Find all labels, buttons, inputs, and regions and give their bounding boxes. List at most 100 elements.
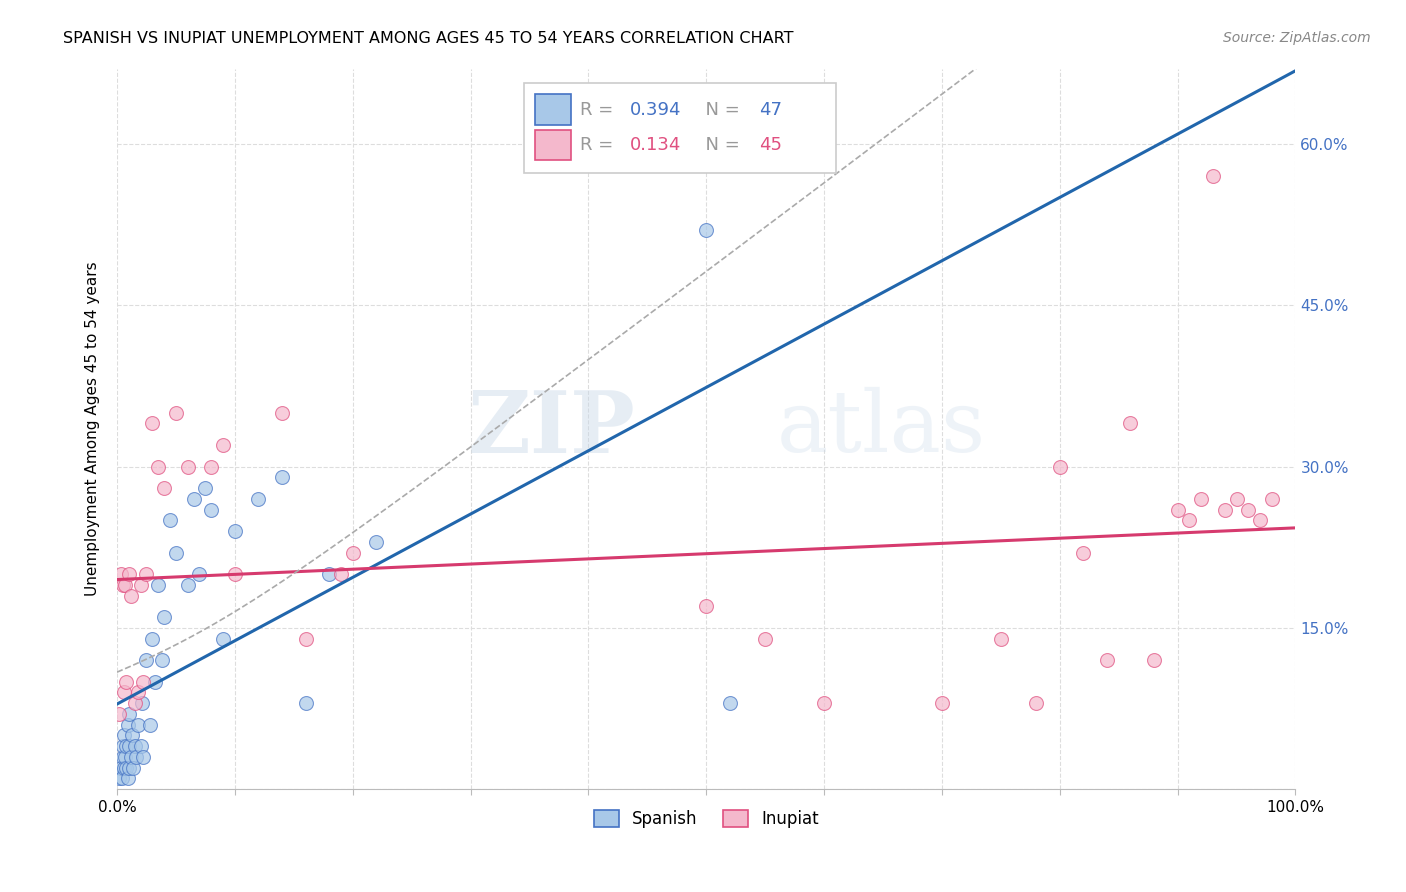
Point bbox=[813, 696, 835, 710]
Point bbox=[194, 481, 217, 495]
Point bbox=[115, 674, 138, 689]
Point bbox=[114, 578, 136, 592]
Point bbox=[212, 632, 235, 646]
Point bbox=[110, 567, 132, 582]
Point bbox=[127, 717, 149, 731]
Point bbox=[1189, 491, 1212, 506]
Text: 45: 45 bbox=[759, 136, 782, 154]
Text: SPANISH VS INUPIAT UNEMPLOYMENT AMONG AGES 45 TO 54 YEARS CORRELATION CHART: SPANISH VS INUPIAT UNEMPLOYMENT AMONG AG… bbox=[63, 31, 794, 46]
Text: 0.394: 0.394 bbox=[630, 101, 681, 119]
Point bbox=[1167, 502, 1189, 516]
Point bbox=[695, 223, 717, 237]
Point bbox=[115, 761, 138, 775]
Point bbox=[120, 589, 142, 603]
Point bbox=[118, 567, 141, 582]
Point bbox=[1261, 491, 1284, 506]
Point bbox=[1049, 459, 1071, 474]
Point bbox=[990, 632, 1012, 646]
Point bbox=[153, 610, 176, 624]
Point bbox=[112, 728, 135, 742]
Point bbox=[150, 653, 173, 667]
Point bbox=[122, 761, 145, 775]
Point bbox=[132, 750, 155, 764]
Point bbox=[366, 534, 388, 549]
Point bbox=[165, 545, 187, 559]
Point bbox=[135, 653, 157, 667]
Point bbox=[117, 717, 139, 731]
Point bbox=[108, 706, 131, 721]
Point bbox=[200, 459, 222, 474]
Bar bbox=[536, 129, 571, 160]
Text: N =: N = bbox=[695, 101, 747, 119]
Point bbox=[1202, 169, 1225, 183]
Point bbox=[695, 599, 717, 614]
Point bbox=[294, 632, 316, 646]
Point bbox=[129, 578, 152, 592]
Point bbox=[139, 717, 162, 731]
Text: ZIP: ZIP bbox=[468, 387, 636, 471]
Point bbox=[129, 739, 152, 754]
Point bbox=[110, 761, 132, 775]
Point bbox=[718, 696, 741, 710]
Point bbox=[1225, 491, 1247, 506]
Point bbox=[247, 491, 270, 506]
Point bbox=[176, 578, 198, 592]
Point bbox=[754, 632, 776, 646]
Point bbox=[114, 750, 136, 764]
Point bbox=[212, 438, 235, 452]
Point bbox=[118, 761, 141, 775]
Text: 0.134: 0.134 bbox=[630, 136, 681, 154]
Bar bbox=[536, 95, 571, 125]
FancyBboxPatch shape bbox=[523, 83, 835, 173]
Point bbox=[1213, 502, 1236, 516]
Point bbox=[108, 772, 131, 786]
Point bbox=[153, 481, 176, 495]
Legend: Spanish, Inupiat: Spanish, Inupiat bbox=[588, 804, 825, 835]
Point bbox=[120, 750, 142, 764]
Point bbox=[117, 772, 139, 786]
Point bbox=[1249, 513, 1271, 527]
Point bbox=[111, 739, 134, 754]
Point bbox=[115, 739, 138, 754]
Point bbox=[132, 674, 155, 689]
Point bbox=[121, 728, 143, 742]
Point bbox=[1025, 696, 1047, 710]
Point bbox=[200, 502, 222, 516]
Text: N =: N = bbox=[695, 136, 747, 154]
Point bbox=[329, 567, 352, 582]
Y-axis label: Unemployment Among Ages 45 to 54 years: Unemployment Among Ages 45 to 54 years bbox=[86, 261, 100, 596]
Text: R =: R = bbox=[581, 136, 619, 154]
Point bbox=[111, 750, 134, 764]
Text: R =: R = bbox=[581, 101, 619, 119]
Point bbox=[111, 772, 134, 786]
Point bbox=[1073, 545, 1095, 559]
Point bbox=[318, 567, 340, 582]
Point bbox=[124, 739, 146, 754]
Point bbox=[148, 578, 170, 592]
Point bbox=[1178, 513, 1201, 527]
Point bbox=[294, 696, 316, 710]
Point bbox=[224, 567, 246, 582]
Point bbox=[135, 567, 157, 582]
Point bbox=[112, 761, 135, 775]
Point bbox=[183, 491, 205, 506]
Point bbox=[165, 406, 187, 420]
Point bbox=[118, 706, 141, 721]
Text: 47: 47 bbox=[759, 101, 782, 119]
Text: Source: ZipAtlas.com: Source: ZipAtlas.com bbox=[1223, 31, 1371, 45]
Point bbox=[111, 578, 134, 592]
Point bbox=[124, 696, 146, 710]
Point bbox=[931, 696, 953, 710]
Point bbox=[271, 406, 294, 420]
Point bbox=[224, 524, 246, 538]
Point bbox=[141, 632, 163, 646]
Point bbox=[141, 417, 163, 431]
Point bbox=[159, 513, 181, 527]
Point bbox=[131, 696, 153, 710]
Point bbox=[127, 685, 149, 699]
Point bbox=[143, 674, 166, 689]
Point bbox=[1119, 417, 1142, 431]
Point bbox=[148, 459, 170, 474]
Point bbox=[125, 750, 148, 764]
Point bbox=[1237, 502, 1260, 516]
